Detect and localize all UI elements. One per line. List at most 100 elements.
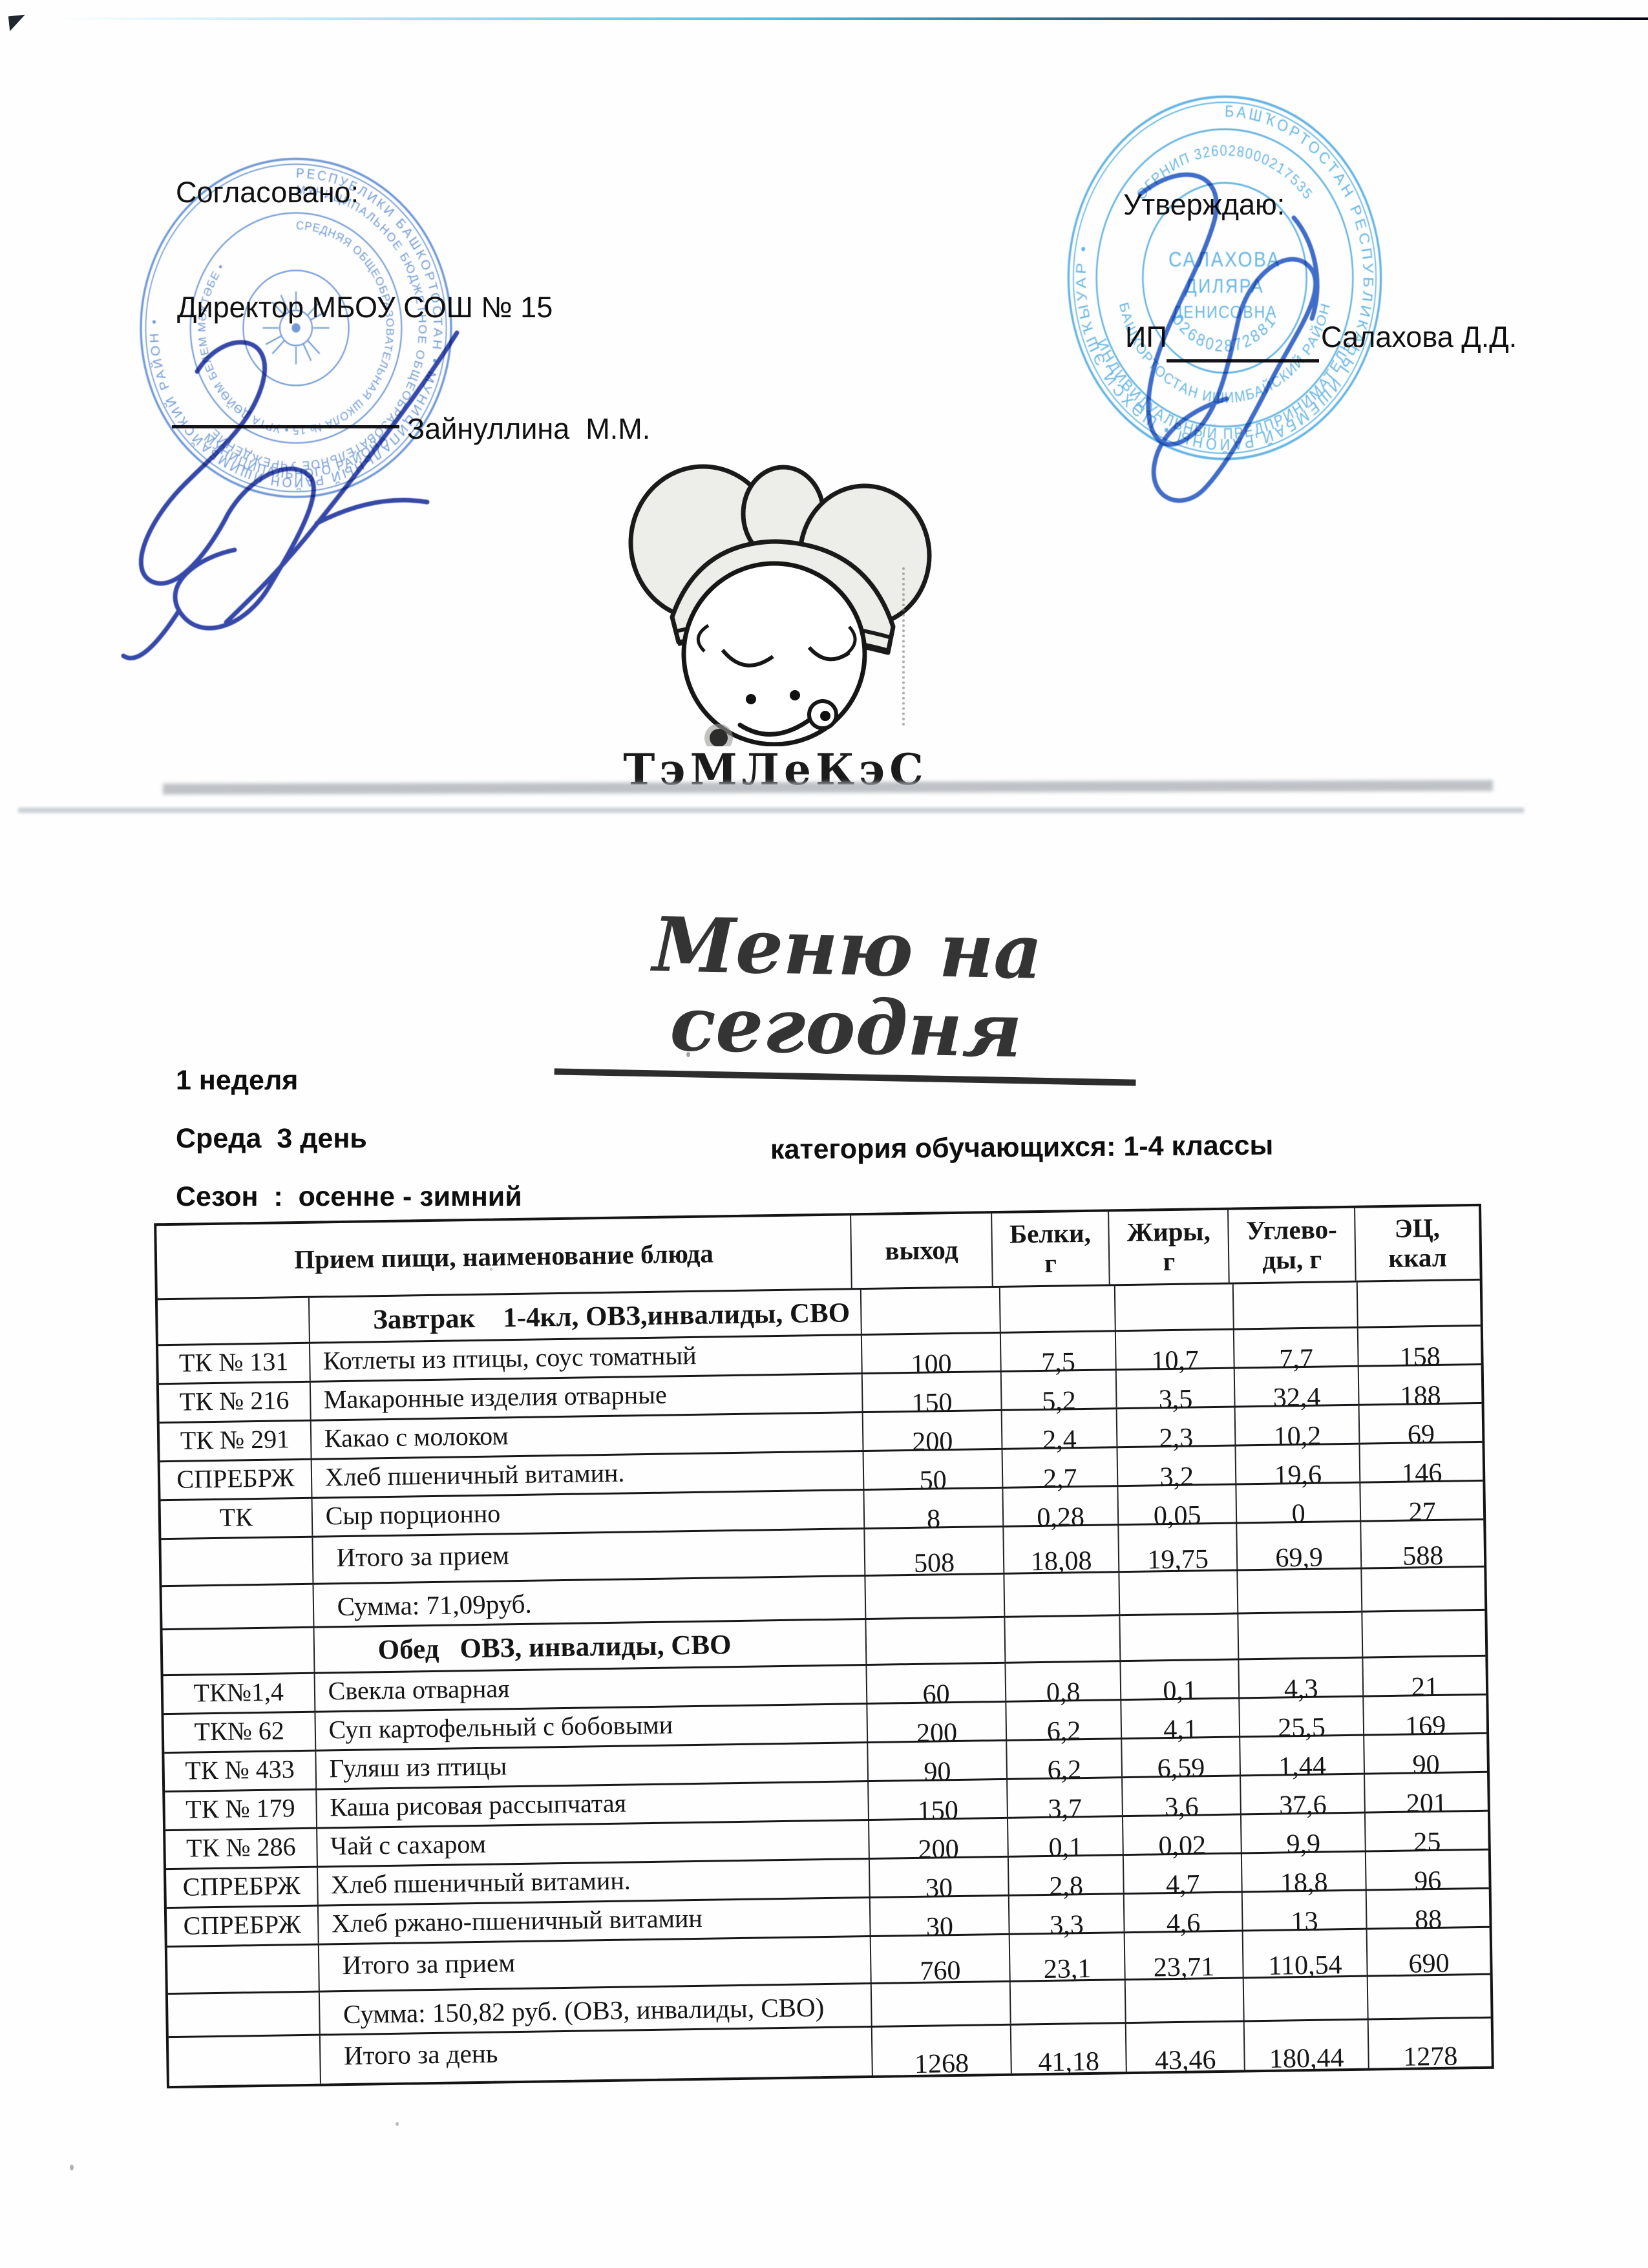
table-cell: 10,7 xyxy=(1116,1330,1235,1376)
table-header-carbs: Углево- ды, г xyxy=(1229,1208,1357,1283)
stamp-ring-text: МУНИЦИПАЛЬНОГО РАЙОНА xyxy=(201,431,388,481)
table-cell: Обед ОВЗ, инвалиды, СВО xyxy=(314,1620,867,1672)
table-cell: ТК № 179 xyxy=(165,1790,317,1830)
table-cell: ТК № 433 xyxy=(164,1751,317,1791)
table-cell: 60 xyxy=(867,1663,1007,1710)
scan-speck xyxy=(70,2165,74,2170)
table-cell: Котлеты из птицы, соус томатный xyxy=(310,1336,863,1381)
table-cell xyxy=(1233,1282,1359,1328)
table-cell xyxy=(1238,1569,1363,1613)
table-cell: 41,18 xyxy=(1011,2024,1128,2077)
approver-signatory-name: Салахова Д.Д. xyxy=(1321,320,1517,353)
table-cell xyxy=(1120,1614,1240,1661)
table-cell: Свекла отварная xyxy=(315,1666,868,1711)
page-title: Меню на сегодня xyxy=(554,901,1139,1086)
svg-text:МУНИЦИПАЛЬНОЕ БЮДЖЕТНОЕ ОБЩЕОБ: МУНИЦИПАЛЬНОЕ БЮДЖЕТНОЕ ОБЩЕОБРАЗОВАТЕЛЬ… xyxy=(207,183,429,474)
table-cell xyxy=(1126,1979,1245,2022)
table-cell: Итого за прием xyxy=(313,1529,866,1583)
table-cell: 7,7 xyxy=(1234,1328,1360,1374)
approve-label: Утверждаю: xyxy=(1123,188,1285,221)
table-cell: ТК№1,4 xyxy=(163,1674,316,1714)
table-cell: СПРЕБРЖ xyxy=(166,1906,319,1946)
table-cell xyxy=(1368,1975,1490,2019)
table-cell: 43,46 xyxy=(1126,2022,1245,2075)
agreed-label: Согласовано: xyxy=(176,176,359,209)
table-cell xyxy=(1004,1573,1121,1616)
table-header-out: выход xyxy=(851,1213,993,1288)
table-cell: 180,44 xyxy=(1244,2020,1370,2074)
table-cell xyxy=(1358,1281,1481,1327)
table-cell: ТК № 131 xyxy=(158,1343,311,1383)
table-cell: 7,5 xyxy=(1000,1332,1117,1378)
approver-stamp: БАШҠОРТОСТАН РЕСПУБЛИКАҺЫ ИШЕМБАЙ РАЙОНЫ… xyxy=(1067,95,1382,461)
table-cell xyxy=(866,1617,1006,1664)
scan-speck xyxy=(686,1052,690,1057)
table-cell xyxy=(157,1297,310,1345)
table-cell xyxy=(167,1945,320,1993)
table-cell: 21 xyxy=(1411,1672,1439,1703)
table-cell: Хлеб пшеничный витамин. xyxy=(312,1452,865,1497)
table-cell xyxy=(865,1574,1006,1619)
table-header-protein: Белки, г xyxy=(991,1212,1110,1286)
director-signatory-name: Зайнуллина М.М. xyxy=(407,412,651,445)
table-cell: 4,3 xyxy=(1239,1658,1364,1704)
info-day: Среда 3 день xyxy=(176,1123,367,1154)
table-cell: Какао с молоком xyxy=(311,1413,864,1458)
ip-prefix: ИП xyxy=(1125,320,1167,353)
svg-text:МУНИЦИПАЛЬНОГО РАЙОНА: МУНИЦИПАЛЬНОГО РАЙОНА xyxy=(201,431,390,481)
table-cell: СПРЕБРЖ xyxy=(160,1460,313,1500)
table-header-kcal: ЭЦ, ккал xyxy=(1388,1212,1448,1273)
director-line: Директор МБОУ СОШ № 15 xyxy=(177,291,553,324)
svg-text:РЕСПУБЛИКИ БАШКОРТОСТАН • МУНИ: РЕСПУБЛИКИ БАШКОРТОСТАН • МУНИЦИПАЛЬНЫЙ … xyxy=(147,166,444,491)
table-cell: 100 xyxy=(862,1333,1002,1380)
table-cell: Сыр порционно xyxy=(312,1491,865,1536)
table-cell: Сумма: 71,09руб. xyxy=(313,1577,867,1626)
table-cell: Гуляш из птицы xyxy=(316,1743,869,1789)
table-cell: 0,8 xyxy=(1006,1662,1122,1708)
table-cell: ТК xyxy=(160,1498,313,1538)
scan-edge-line xyxy=(58,17,1648,20)
director-signature xyxy=(121,330,460,660)
table-cell: Суп картофельный с бобовыми xyxy=(315,1705,869,1750)
signature-line-right xyxy=(1167,331,1319,362)
scan-dotted-line xyxy=(902,567,905,726)
table-cell: Сумма: 150,82 руб. (ОВЗ, инвалиды, СВО) xyxy=(319,1984,872,2034)
table-cell: Итого за прием xyxy=(319,1937,872,1991)
stamp-center-name: ДЕНИСОВНА xyxy=(1172,302,1277,322)
scan-speck xyxy=(490,1268,492,1271)
table-cell: Итого за день xyxy=(320,2027,874,2084)
menu-table: Прием пищи, наименование блюда выход Бел… xyxy=(154,1203,1494,2089)
table-cell: 158 xyxy=(1399,1341,1441,1372)
table-cell: Хлеб ржано-пшеничный витамин xyxy=(318,1898,871,1944)
table-cell xyxy=(861,1287,1001,1334)
table-header-dish: Прием пищи, наименование блюда xyxy=(156,1215,852,1299)
info-category: категория обучающихся: 1-4 классы xyxy=(770,1129,1274,1166)
table-cell: Хлеб пшеничный витамин. xyxy=(317,1859,871,1905)
separator-rule-thin xyxy=(18,808,1524,813)
table-cell xyxy=(167,1992,321,2037)
info-week: 1 неделя xyxy=(176,1065,299,1096)
signature-line-left xyxy=(172,395,399,428)
table-cell: ТК № 286 xyxy=(165,1829,318,1869)
table-cell xyxy=(162,1628,315,1675)
table-cell: Каша рисовая рассыпчатая xyxy=(316,1781,870,1827)
table-cell xyxy=(871,1982,1011,2026)
page-title-text: Меню на сегодня xyxy=(554,901,1139,1086)
table-cell: СПРЕБРЖ xyxy=(166,1867,319,1907)
table-cell xyxy=(1362,1568,1484,1611)
menu-table-body: Завтрак 1-4кл, ОВЗ,инвалиды, СВО ТК № 131… xyxy=(157,1280,1492,2086)
table-cell xyxy=(1238,1612,1364,1659)
table-cell: ТК № 291 xyxy=(159,1421,312,1461)
table-cell: Макаронные изделия отварные xyxy=(310,1374,863,1420)
table-cell xyxy=(1000,1286,1117,1332)
table-cell: 1268 xyxy=(872,2025,1012,2079)
info-season: Сезон : осенне - зимний xyxy=(176,1181,522,1212)
stamp-ring-text: МУНИЦИПАЛЬНОЕ БЮДЖЕТНОЕ ОБЩЕОБРАЗОВАТЕЛЬ… xyxy=(207,183,428,474)
stamp-center-name: ДИЛЯРА xyxy=(1185,275,1265,297)
table-cell xyxy=(168,2035,321,2086)
scan-speck xyxy=(396,2122,399,2126)
table-cell xyxy=(1363,1611,1486,1657)
table-cell xyxy=(161,1537,314,1586)
stamp-ring-text: БАШҠОРТОСТАН РЕСПУБЛИКАҺЫ ИШЕМБАЙ РАЙОНЫ… xyxy=(1073,102,1373,454)
table-header-fat: Жиры, г xyxy=(1109,1210,1230,1285)
